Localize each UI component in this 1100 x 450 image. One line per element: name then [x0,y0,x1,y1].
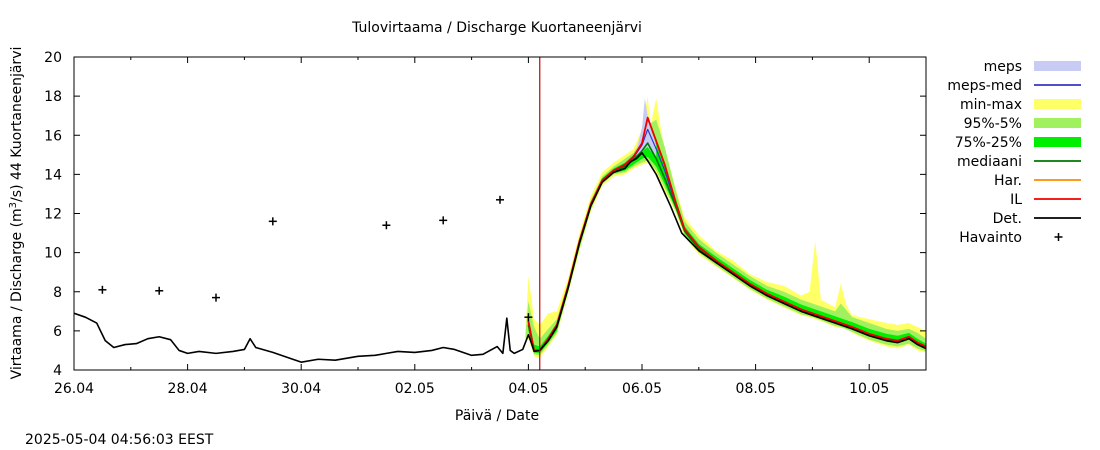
legend-swatch [1034,99,1081,109]
legend-swatch [1034,61,1081,71]
legend-label: Har. [994,173,1022,189]
legend-swatch [1034,137,1081,147]
timestamp: 2025-05-04 04:56:03 EEST [25,432,214,448]
x-tick-label: 30.04 [281,381,321,397]
y-axis-label-main: Virtaama / Discharge (m [9,208,25,379]
y-tick-label: 6 [53,324,62,340]
observation-point [382,221,391,230]
x-axis-label: Päivä / Date [455,408,539,424]
observation-point [524,313,533,322]
x-tick-label: 08.05 [736,381,776,397]
observation-point [496,195,504,204]
legend-label: mediaani [957,154,1022,170]
legend-item-minmax: min-max [960,97,1081,113]
y-tick-label: 16 [44,128,62,144]
plot-area [73,56,927,371]
legend-item-meps: meps [984,59,1081,75]
y-tick-label: 18 [44,89,62,105]
x-tick-label: 02.05 [395,381,435,397]
series-line-il [527,116,927,352]
y-tick-label: 14 [44,167,62,183]
band-p95_5 [525,119,926,356]
y-axis: 4 6 8 10 12 14 16 18 20 [44,50,926,379]
y-tick-label: 12 [44,207,62,223]
legend-label: Det. [993,211,1022,227]
x-tick-label: 10.05 [849,381,889,397]
plot-frame [73,56,927,371]
legend-item-median: mediaani [957,154,1081,170]
legend-item-havainto: Havainto [959,230,1063,246]
legend-item-meps-med: meps-med [947,78,1081,94]
observation-point [98,285,107,294]
x-tick-label: 06.05 [622,381,662,397]
x-tick-label: 04.05 [508,381,548,397]
observation-layer [98,195,533,322]
observation-point [155,286,164,295]
legend-label: meps [984,59,1022,75]
observation-point [439,216,448,225]
x-tick-label: 28.04 [168,381,208,397]
legend-item-il: IL [1010,192,1081,208]
y-tick-label: 10 [44,246,62,262]
y-tick-label: 20 [44,50,62,66]
legend-label: 95%-5% [964,116,1022,132]
y-axis-label-superscript: 3 [8,202,19,208]
legend-label: 75%-25% [955,135,1022,151]
chart-title: Tulovirtaama / Discharge Kuortaneenjärvi [351,20,642,36]
legend-item-p95-5: 95%-5% [964,116,1081,132]
y-axis-label-unit: /s) 44 Kuortaneenjärvi [9,47,25,202]
legend-label: Havainto [959,230,1022,246]
band-layer [525,96,926,359]
legend: meps meps-med min-max 95%-5% 75%-25% mediaani… [947,59,1081,246]
x-axis: 26.04 28.04 30.04 02.05 04.05 06.05 08.05 10.05 [54,57,927,397]
series-layer [73,116,927,363]
observation-point [212,293,220,302]
legend-item-p75-25: 75%-25% [955,135,1081,151]
legend-label: min-max [960,97,1022,113]
legend-label: meps-med [947,78,1022,94]
observation-point [268,217,277,226]
series-line-det [73,152,927,363]
y-tick-label: 4 [53,363,62,379]
legend-item-det: Det. [993,211,1081,227]
legend-swatch [1034,118,1081,128]
legend-label: IL [1010,192,1022,208]
legend-item-har: Har. [994,173,1081,189]
x-tick-label: 26.04 [54,381,94,397]
y-axis-label: Virtaama / Discharge (m3/s) 44 Kuortanee… [8,47,25,380]
y-tick-label: 8 [53,285,62,301]
